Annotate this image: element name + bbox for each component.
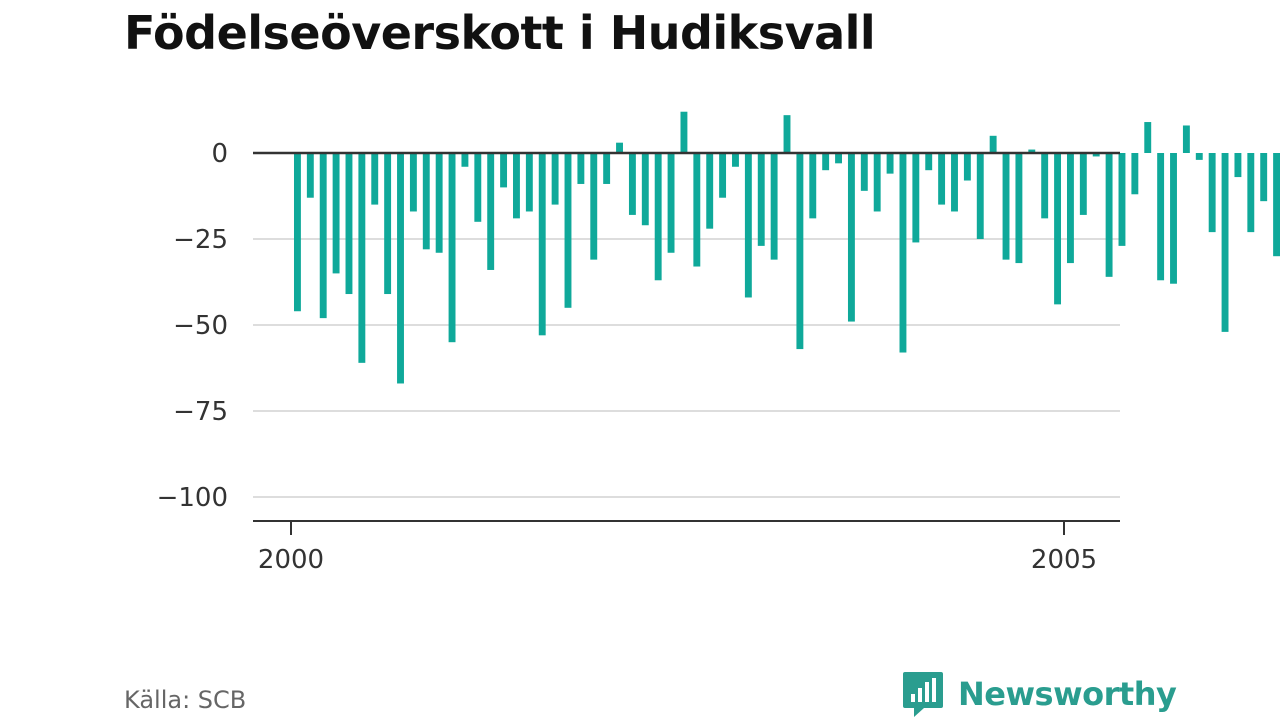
bar xyxy=(616,142,623,153)
bar xyxy=(989,135,997,153)
bar xyxy=(538,153,546,336)
bar xyxy=(886,153,894,174)
bar xyxy=(963,153,971,181)
gridlines xyxy=(253,238,1120,498)
bar xyxy=(1247,153,1255,233)
bar xyxy=(1002,153,1010,260)
bar xyxy=(796,153,804,350)
bar xyxy=(628,153,636,215)
bar xyxy=(1195,153,1203,160)
bar xyxy=(1041,153,1049,219)
y-tick-label: −75 xyxy=(173,397,228,427)
bar xyxy=(1028,149,1036,153)
bar xyxy=(564,153,572,308)
bar xyxy=(719,153,727,198)
bar xyxy=(319,153,327,319)
x-tick-label: 2000 xyxy=(258,545,324,575)
bar xyxy=(371,153,379,205)
bar xyxy=(1157,153,1165,281)
bar xyxy=(1234,153,1242,178)
bar xyxy=(293,153,301,312)
bar xyxy=(397,153,404,384)
bar xyxy=(577,153,585,184)
bar xyxy=(1054,153,1062,305)
bar xyxy=(500,153,508,188)
bar xyxy=(899,153,907,353)
bar xyxy=(1170,153,1177,284)
bar xyxy=(461,153,469,167)
bar xyxy=(513,153,520,219)
bar xyxy=(1144,122,1152,153)
bar xyxy=(1015,153,1023,264)
bar xyxy=(860,153,868,191)
bar xyxy=(873,153,881,212)
bar xyxy=(422,153,430,250)
bar xyxy=(1273,153,1280,257)
bar xyxy=(474,153,482,222)
y-tick-label: −50 xyxy=(173,311,228,341)
y-tick-label: 0 xyxy=(211,139,228,169)
x-tick-label: 2005 xyxy=(1031,545,1097,575)
chart-title: Födelseöverskott i Hudiksvall xyxy=(124,6,876,60)
bar xyxy=(384,153,392,295)
bar xyxy=(448,153,456,343)
bar xyxy=(1105,153,1113,277)
bar xyxy=(487,153,495,270)
bar xyxy=(1260,153,1268,202)
bar xyxy=(1208,153,1216,233)
bar xyxy=(847,153,855,322)
bar xyxy=(654,153,662,281)
y-tick-labels: 0 −25 −50 −75 −100 xyxy=(157,139,228,513)
bar xyxy=(1182,125,1190,153)
bar xyxy=(976,153,984,239)
bar xyxy=(603,153,611,184)
bar xyxy=(1079,153,1087,215)
bar xyxy=(693,153,701,267)
source-note: Källa: SCB xyxy=(124,686,247,714)
bar xyxy=(706,153,714,229)
bar xyxy=(744,153,752,298)
bar xyxy=(1092,153,1100,157)
bar xyxy=(938,153,946,205)
bar xyxy=(435,153,443,253)
bar xyxy=(951,153,958,212)
bar xyxy=(1066,153,1074,264)
bar xyxy=(809,153,817,219)
bar xyxy=(732,153,739,167)
bar xyxy=(770,153,778,260)
newsworthy-logo: Newsworthy xyxy=(902,670,1177,718)
bars xyxy=(293,111,1280,384)
bar xyxy=(680,111,688,153)
axes xyxy=(253,151,1120,535)
bar xyxy=(783,115,791,153)
y-tick-label: −100 xyxy=(157,483,228,513)
bar xyxy=(332,153,340,274)
bar xyxy=(667,153,675,253)
x-tick-labels: 200020052010201520202025 xyxy=(258,545,1097,575)
bar xyxy=(525,153,533,212)
bar xyxy=(641,153,649,226)
bar xyxy=(912,153,920,243)
bar xyxy=(835,153,842,164)
bar xyxy=(1131,153,1139,195)
bar xyxy=(925,153,933,171)
bar xyxy=(757,153,765,246)
y-tick-label: −25 xyxy=(173,225,228,255)
bar xyxy=(358,153,366,363)
bar xyxy=(345,153,353,295)
bar xyxy=(1118,153,1126,246)
bar xyxy=(306,153,314,198)
bar xyxy=(590,153,598,260)
brand-name: Newsworthy xyxy=(958,675,1177,713)
bar xyxy=(1221,153,1229,332)
bar xyxy=(822,153,830,171)
newsworthy-logo-icon xyxy=(903,672,943,717)
bar xyxy=(551,153,559,205)
bar xyxy=(409,153,417,212)
